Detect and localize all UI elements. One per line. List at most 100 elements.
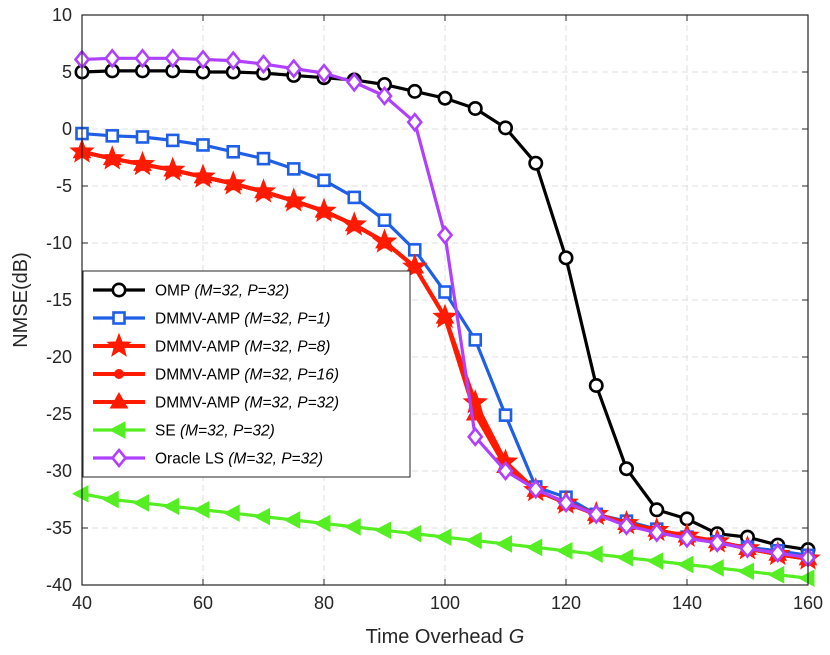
series-6 — [73, 48, 817, 568]
data-point — [495, 535, 512, 553]
legend-entry: SE (M=32, P=32) — [93, 421, 275, 440]
x-tick-label: 80 — [314, 593, 334, 613]
data-point — [102, 490, 119, 509]
y-tick-label: -35 — [46, 518, 72, 538]
data-point — [105, 129, 120, 143]
y-tick-label: -15 — [46, 290, 72, 310]
data-point — [558, 250, 574, 266]
legend-label: OMP (M=32, P=32) — [155, 283, 289, 300]
legend-label: DMMV-AMP (M=32, P=16) — [155, 367, 339, 384]
legend-marker — [111, 282, 127, 298]
data-point — [401, 253, 428, 278]
data-point — [468, 333, 483, 347]
data-point — [467, 100, 483, 116]
data-point — [317, 173, 331, 188]
legend-series-params: (M=32, P=8) — [244, 339, 330, 356]
data-point — [99, 145, 126, 170]
y-tick-label: -20 — [46, 347, 72, 367]
data-point — [769, 543, 786, 564]
data-point — [377, 213, 392, 227]
data-point — [434, 528, 452, 546]
y-tick-label: -25 — [46, 404, 72, 424]
data-point — [646, 552, 664, 570]
legend-marker — [108, 421, 126, 439]
axis-ticks: 40 60 80 100 120 140 160 10 5 0 -5 -10 -15 -20 -25 -30 -… — [46, 5, 823, 613]
legend-series-params: (M=32, P=32) — [244, 395, 339, 412]
data-point — [586, 545, 603, 564]
data-point — [432, 303, 458, 328]
data-point — [132, 494, 149, 512]
data-point — [280, 187, 307, 212]
data-point — [162, 497, 180, 516]
series-group — [69, 48, 821, 587]
legend-series-name: OMP — [155, 283, 194, 300]
legend-entry: DMMV-AMP (M=32, P=8) — [93, 332, 330, 357]
data-point — [134, 48, 151, 69]
data-point — [555, 541, 573, 560]
legend-entry: DMMV-AMP (M=32, P=1) — [93, 311, 330, 328]
legend-entry: DMMV-AMP (M=32, P=32) — [93, 391, 339, 412]
y-tick-label: -5 — [56, 176, 72, 196]
legend-label: DMMV-AMP (M=32, P=32) — [155, 395, 339, 412]
data-point — [797, 569, 815, 587]
legend-entry: Oracle LS (M=32, P=32) — [93, 447, 323, 469]
legend-series-name: SE — [155, 423, 180, 440]
legend-marker — [109, 391, 129, 409]
data-point — [498, 408, 513, 422]
x-tick-label: 140 — [672, 593, 702, 613]
legend-marker — [110, 447, 128, 469]
legend-entry: OMP (M=32, P=32) — [93, 282, 289, 300]
data-point — [315, 63, 333, 84]
data-point — [135, 130, 150, 144]
data-point — [283, 511, 301, 529]
data-point — [190, 163, 216, 188]
x-tick-label: 120 — [551, 593, 581, 613]
data-point — [374, 521, 391, 540]
data-point — [497, 460, 514, 482]
legend-series-name: DMMV-AMP — [155, 339, 244, 356]
x-tick-label: 60 — [193, 593, 213, 613]
data-point — [438, 285, 452, 299]
legend-series-name: DMMV-AMP — [155, 395, 244, 412]
data-point — [223, 504, 240, 523]
data-point — [616, 548, 633, 567]
data-point — [709, 532, 726, 553]
data-point — [376, 85, 393, 107]
data-point — [313, 514, 331, 533]
data-point — [226, 145, 241, 159]
y-tick-label: 0 — [62, 119, 72, 139]
data-point — [618, 461, 634, 477]
data-point — [404, 524, 422, 543]
legend-series-params: (M=32, P=1) — [244, 311, 330, 328]
legend-series-params: (M=32, P=32) — [194, 283, 289, 300]
y-tick-label: -40 — [46, 575, 72, 595]
plot-frame — [81, 14, 809, 586]
data-point — [588, 504, 605, 525]
legend-label: SE (M=32, P=32) — [155, 423, 275, 440]
legend-series-params: (M=32, P=32) — [228, 451, 323, 468]
data-point — [71, 484, 89, 503]
legend-entry: DMMV-AMP (M=32, P=16) — [93, 367, 339, 384]
data-point — [528, 155, 544, 171]
x-axis-label-symbol: G — [509, 626, 525, 648]
data-point — [525, 538, 543, 557]
data-point — [371, 228, 398, 253]
data-point — [676, 555, 694, 574]
data-point — [164, 48, 181, 69]
data-point — [255, 53, 272, 75]
legend-marker — [114, 369, 124, 379]
x-axis-label-text: Time Overhead — [366, 626, 503, 648]
data-point — [588, 377, 604, 393]
data-point — [739, 538, 756, 559]
data-point — [618, 515, 635, 536]
data-point — [557, 492, 575, 513]
data-point — [467, 426, 484, 447]
data-point — [159, 156, 186, 181]
data-point — [165, 133, 180, 148]
data-point — [462, 389, 489, 414]
data-point — [527, 479, 544, 500]
data-point — [347, 190, 362, 205]
data-point — [344, 518, 361, 536]
data-point — [346, 72, 363, 93]
